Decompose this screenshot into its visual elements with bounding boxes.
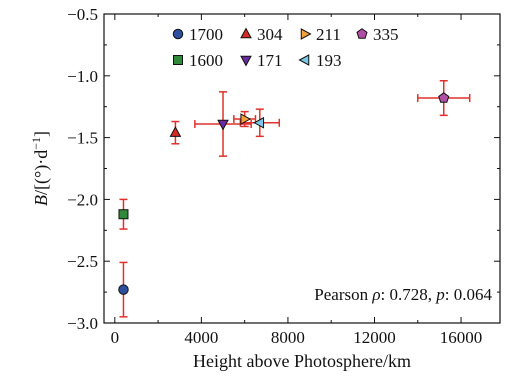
legend-marker-304 bbox=[240, 27, 252, 39]
legend: 1700 304 211 335 1600 171 193 bbox=[172, 25, 399, 70]
legend-marker-193 bbox=[298, 54, 310, 66]
legend-label-1700: 1700 bbox=[189, 25, 223, 44]
y-axis-label: B/[(°)·d−1] bbox=[29, 131, 52, 206]
y-tick-label: −1.5 bbox=[67, 129, 98, 148]
y-tick-label: −2.5 bbox=[67, 252, 98, 271]
y-label-unit: /[(°)·d bbox=[31, 150, 52, 195]
series-211-point bbox=[240, 113, 252, 125]
annotation-rho: ρ bbox=[371, 285, 380, 304]
legend-label-193: 193 bbox=[316, 51, 342, 70]
y-tick-label: −3.0 bbox=[67, 314, 98, 333]
annotation-pearson: Pearson bbox=[314, 285, 372, 304]
x-tick-label: 0 bbox=[111, 328, 120, 347]
series-335-point bbox=[438, 92, 450, 103]
y-tick-label: −1.0 bbox=[67, 67, 98, 86]
series-1600-point bbox=[118, 209, 129, 220]
series-304-point bbox=[169, 126, 182, 137]
x-tick-label: 4000 bbox=[184, 328, 218, 347]
y-label-symbol: B bbox=[31, 195, 51, 206]
y-tick-label: −0.5 bbox=[67, 5, 98, 24]
x-tick-label: 16000 bbox=[440, 328, 483, 347]
legend-label-304: 304 bbox=[257, 25, 283, 44]
annotation-p: p bbox=[435, 285, 445, 304]
legend-label-211: 211 bbox=[316, 25, 341, 44]
x-axis-label: Height above Photosphere/km bbox=[193, 351, 411, 371]
legend-label-171: 171 bbox=[257, 51, 283, 70]
legend-label-1600: 1600 bbox=[189, 51, 223, 70]
legend-marker-211 bbox=[300, 28, 312, 40]
y-label-superscript: −1 bbox=[29, 137, 43, 150]
legend-marker-1700 bbox=[172, 28, 184, 40]
series-1700-point bbox=[118, 284, 129, 295]
pearson-annotation: Pearson ρ: 0.728, p: 0.064 bbox=[314, 285, 492, 304]
annotation-p-value: : 0.064 bbox=[445, 285, 493, 304]
annotation-rho-value: : 0.728, bbox=[381, 285, 437, 304]
legend-marker-335 bbox=[356, 28, 368, 39]
series-193-point bbox=[253, 116, 265, 129]
series-171-point bbox=[217, 119, 229, 131]
legend-marker-171 bbox=[240, 55, 252, 67]
legend-label-335: 335 bbox=[373, 25, 399, 44]
legend-marker-1600 bbox=[173, 55, 183, 65]
y-tick-label: −2.0 bbox=[67, 190, 98, 209]
x-tick-label: 12000 bbox=[353, 328, 396, 347]
y-label-end: ] bbox=[31, 131, 51, 137]
x-tick-label: 8000 bbox=[271, 328, 305, 347]
